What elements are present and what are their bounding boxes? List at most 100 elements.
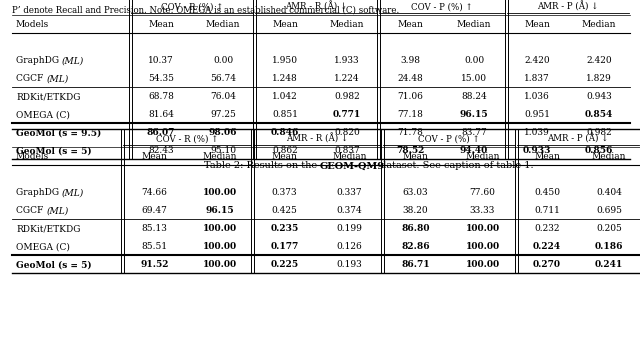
Text: COV - P (%) ↑: COV - P (%) ↑ [411,2,473,11]
Text: OMEGA (C): OMEGA (C) [16,110,70,119]
Text: 1.224: 1.224 [334,74,360,84]
Text: 0.232: 0.232 [534,224,560,233]
Text: 1.042: 1.042 [272,92,298,101]
Text: 0.193: 0.193 [337,261,362,269]
Text: Median: Median [330,20,364,29]
Text: 77.18: 77.18 [397,110,423,119]
Text: Models: Models [16,20,49,29]
Text: AMR - R (Å) ↓: AMR - R (Å) ↓ [285,2,347,12]
Text: 0.126: 0.126 [337,242,362,251]
Text: 100.00: 100.00 [465,224,500,233]
Text: 100.00: 100.00 [465,261,500,269]
Text: dataset. See caption of table 1.: dataset. See caption of table 1. [377,162,534,170]
Text: 0.225: 0.225 [271,261,299,269]
Text: CGCF: CGCF [16,206,46,216]
Text: 0.695: 0.695 [596,206,622,216]
Text: Median: Median [205,20,240,29]
Text: OMEGA (C): OMEGA (C) [16,242,70,251]
Text: 78.52: 78.52 [396,146,424,155]
Text: GeoMol (s = 5): GeoMol (s = 5) [16,261,92,269]
Text: 0.951: 0.951 [524,110,550,119]
Text: Median: Median [592,152,627,161]
Text: 0.933: 0.933 [523,146,551,155]
Text: 69.47: 69.47 [141,206,168,216]
Text: 98.06: 98.06 [209,129,237,137]
Text: 85.51: 85.51 [141,242,168,251]
Text: 86.07: 86.07 [147,129,175,137]
Text: RDKit/ETKDG: RDKit/ETKDG [16,224,81,233]
Text: 83.77: 83.77 [461,129,487,137]
Text: 0.199: 0.199 [337,224,362,233]
Text: 3.98: 3.98 [400,56,420,65]
Text: 94.40: 94.40 [460,146,488,155]
Text: 0.205: 0.205 [596,224,622,233]
Text: 0.337: 0.337 [337,188,362,197]
Text: 0.425: 0.425 [271,206,298,216]
Text: 100.00: 100.00 [202,242,237,251]
Text: 0.241: 0.241 [595,261,623,269]
Text: 54.35: 54.35 [148,74,174,84]
Text: COV - P (%) ↑: COV - P (%) ↑ [418,134,480,144]
Text: 0.851: 0.851 [272,110,298,119]
Text: 0.856: 0.856 [585,146,613,155]
Text: COV - R (%) ↑: COV - R (%) ↑ [161,2,223,11]
Text: Mean: Mean [148,20,174,29]
Text: 63.03: 63.03 [403,188,428,197]
Text: Mean: Mean [271,152,298,161]
Text: 71.78: 71.78 [397,129,423,137]
Text: 1.039: 1.039 [524,129,550,137]
Text: Mean: Mean [403,152,428,161]
Text: 96.15: 96.15 [205,206,234,216]
Text: 0.982: 0.982 [586,129,612,137]
Text: 85.13: 85.13 [141,224,168,233]
Text: 1.950: 1.950 [272,56,298,65]
Text: 0.224: 0.224 [533,242,561,251]
Text: 82.43: 82.43 [148,146,174,155]
Text: 100.00: 100.00 [202,261,237,269]
Text: GEOM-QM9: GEOM-QM9 [320,162,385,170]
Text: 0.820: 0.820 [334,129,360,137]
Text: 2.420: 2.420 [524,56,550,65]
Text: Mean: Mean [397,20,423,29]
Text: 82.86: 82.86 [401,242,430,251]
Text: Median: Median [457,20,492,29]
Text: 68.78: 68.78 [148,92,174,101]
Text: 0.186: 0.186 [595,242,623,251]
Text: (ML): (ML) [46,206,68,216]
Text: 74.66: 74.66 [141,188,168,197]
Text: 0.270: 0.270 [533,261,561,269]
Text: 71.06: 71.06 [397,92,423,101]
Text: 0.862: 0.862 [272,146,298,155]
Text: 96.15: 96.15 [460,110,488,119]
Text: Mean: Mean [141,152,168,161]
Text: 1.837: 1.837 [524,74,550,84]
Text: GeoMol (s = 5): GeoMol (s = 5) [16,146,92,155]
Text: 81.64: 81.64 [148,110,174,119]
Text: AMR - P (Å) ↓: AMR - P (Å) ↓ [537,2,599,12]
Text: 2.420: 2.420 [586,56,612,65]
Text: Models: Models [16,152,49,161]
Text: (ML): (ML) [62,56,84,65]
Text: 86.80: 86.80 [401,224,429,233]
Text: GeoMol (s = 9.5): GeoMol (s = 9.5) [16,129,101,137]
Text: Median: Median [332,152,367,161]
Text: 100.00: 100.00 [202,188,237,197]
Text: GraphDG: GraphDG [16,188,62,197]
Text: 1.829: 1.829 [586,74,612,84]
Text: 24.48: 24.48 [397,74,423,84]
Text: 0.846: 0.846 [271,129,299,137]
Text: COV - R (%) ↑: COV - R (%) ↑ [156,134,218,144]
Text: 86.71: 86.71 [401,261,430,269]
Text: 0.00: 0.00 [213,56,233,65]
Text: Median: Median [465,152,500,161]
Text: 0.373: 0.373 [272,188,298,197]
Text: 15.00: 15.00 [461,74,487,84]
Text: AMR - P (Å) ↓: AMR - P (Å) ↓ [547,134,609,144]
Text: 76.04: 76.04 [210,92,236,101]
Text: 0.711: 0.711 [534,206,560,216]
Text: 0.404: 0.404 [596,188,622,197]
Text: 0.235: 0.235 [270,224,299,233]
Text: 56.74: 56.74 [210,74,236,84]
Text: 0.982: 0.982 [334,92,360,101]
Text: CGCF: CGCF [16,74,46,84]
